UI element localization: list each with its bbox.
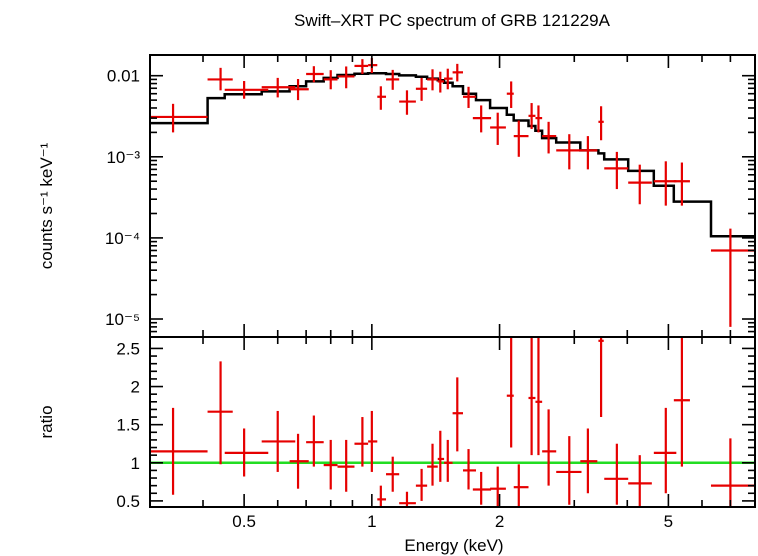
- ratio-data-point: [673, 337, 690, 467]
- x-tick-label: 2: [495, 512, 504, 531]
- spectrum-data-point: [535, 105, 543, 133]
- ratio-data-point: [710, 438, 755, 507]
- ratio-data-point: [261, 410, 296, 472]
- spectrum-data-point: [415, 77, 428, 101]
- ratio-data-point: [427, 443, 438, 486]
- spectrum-data-point: [323, 70, 338, 90]
- ratio-data-point: [580, 428, 598, 494]
- spectrum-data-point: [337, 66, 355, 89]
- ratio-data-point: [224, 428, 269, 477]
- ratio-data-point: [368, 410, 378, 472]
- ratio-data-point: [399, 491, 416, 507]
- ratio-data-point: [337, 439, 355, 492]
- spectrum-data-point: [452, 63, 463, 82]
- spectrum-data-point: [490, 112, 506, 145]
- spectrum-data-point: [386, 69, 400, 90]
- spectrum-data-point: [207, 67, 233, 91]
- spectrum-data-point: [542, 121, 557, 154]
- spectrum-panel: [150, 58, 755, 327]
- y-tick-label: 2.5: [116, 339, 140, 358]
- ratio-data-point: [354, 417, 369, 467]
- ratio-data-point: [377, 485, 387, 507]
- y-tick-label: 2: [131, 378, 140, 397]
- spectrum-data-point: [556, 134, 582, 170]
- ratio-data-point: [628, 455, 652, 507]
- spectrum-data-point: [628, 164, 652, 205]
- ratio-data-point: [444, 439, 453, 482]
- spectrum-data-point: [261, 77, 296, 98]
- spectrum-data-point: [506, 81, 514, 108]
- x-axis-label: Energy (keV): [404, 536, 503, 555]
- ratio-data-point: [556, 436, 582, 505]
- spectrum-data-point: [437, 71, 445, 93]
- y-tick-label: 10⁻⁵: [105, 310, 140, 329]
- ratio-data-point: [452, 377, 463, 452]
- y-tick-label: 0.5: [116, 492, 140, 511]
- ratio-data-point: [437, 430, 445, 482]
- ratio-data-point: [323, 439, 338, 490]
- spectrum-data-point: [472, 105, 492, 133]
- ratio-data-point: [289, 433, 309, 489]
- spectrum-data-point: [427, 69, 438, 91]
- spectrum-data-point: [604, 151, 629, 190]
- spectrum-data-point: [528, 103, 536, 130]
- spectrum-data-point: [306, 66, 324, 83]
- spectrum-data-point: [377, 86, 387, 110]
- model-curve: [150, 72, 755, 238]
- spectrum-data-point: [653, 161, 677, 206]
- ratio-data-point: [653, 407, 677, 494]
- axis-ticks: 0.5 1 2 5 0.01 10⁻³ 10⁻⁴ 10⁻⁵ 0.5 1 1.5 2 2.5: [105, 55, 756, 531]
- ratio-panel: [150, 337, 755, 507]
- y-tick-label: 0.01: [107, 67, 140, 86]
- spectrum-data-point: [673, 162, 690, 206]
- spectrum-data-point: [224, 81, 269, 99]
- ratio-data-point: [542, 409, 557, 486]
- x-tick-label: 5: [664, 512, 673, 531]
- spectrum-data-point: [513, 120, 529, 157]
- ratio-data-point: [415, 468, 428, 501]
- spectrum-data-point: [444, 68, 453, 90]
- ratio-data-point: [604, 443, 629, 505]
- ratio-data-point: [528, 337, 536, 456]
- ratio-data-point: [490, 466, 506, 507]
- spectrum-data-point: [598, 106, 604, 141]
- ratio-data-point: [386, 456, 400, 492]
- ratio-data-point: [207, 361, 233, 465]
- x-tick-label: 1: [367, 512, 376, 531]
- bottom-panel-y-axis-label: ratio: [37, 405, 56, 438]
- y-tick-label: 10⁻⁴: [105, 229, 140, 248]
- ratio-data-point: [150, 407, 208, 495]
- x-tick-label: 0.5: [232, 512, 256, 531]
- ratio-data-point: [598, 337, 604, 418]
- chart-title: Swift–XRT PC spectrum of GRB 121229A: [294, 11, 611, 30]
- spectrum-data-point: [289, 79, 309, 101]
- ratio-data-point: [472, 471, 492, 505]
- ratio-data-point: [535, 337, 543, 456]
- y-tick-label: 1: [131, 454, 140, 473]
- spectrum-data-point: [399, 90, 416, 115]
- top-panel-y-axis-label: counts s⁻¹ keV⁻¹: [37, 142, 56, 269]
- spectrum-data-point: [368, 58, 378, 73]
- ratio-data-point: [506, 337, 514, 448]
- spectrum-data-point: [354, 59, 369, 74]
- ratio-data-point: [306, 415, 324, 467]
- y-tick-label: 1.5: [116, 416, 140, 435]
- spectrum-data-point: [150, 103, 208, 133]
- spectrum-data-point: [710, 228, 755, 327]
- ratio-panel-frame: [149, 336, 756, 508]
- ratio-data-point: [513, 464, 529, 507]
- y-tick-label: 10⁻³: [106, 148, 140, 167]
- ratio-data-point: [462, 449, 477, 490]
- spectrum-panel-frame: [149, 54, 756, 338]
- spectrum-data-point: [580, 136, 598, 170]
- spectrum-data-point: [462, 86, 477, 108]
